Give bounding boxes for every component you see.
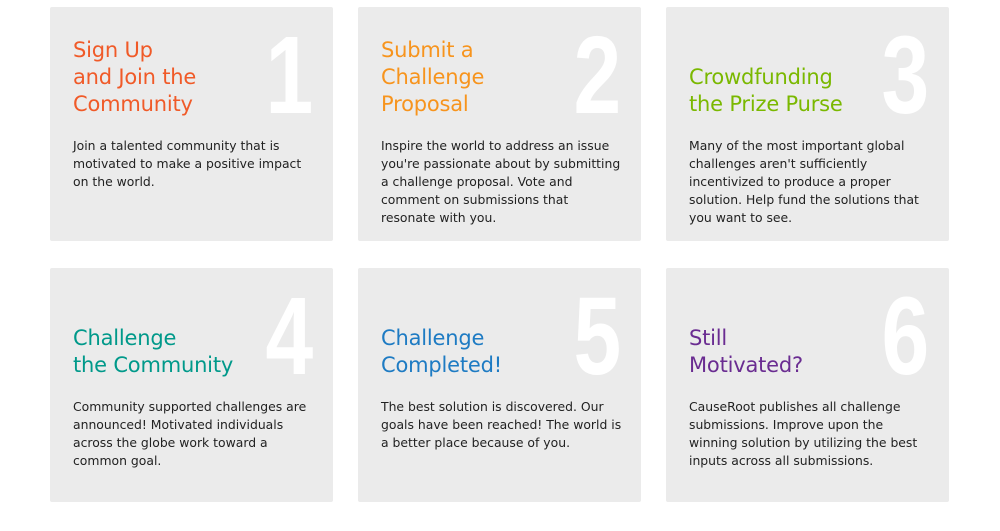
step-number: 5 <box>573 275 621 398</box>
step-description: The best solution is discovered. Our goa… <box>381 399 622 450</box>
step-description: Community supported challenges are annou… <box>73 399 307 468</box>
step-card-2: 2 Submit a Challenge Proposal Inspire th… <box>358 7 641 241</box>
step-card-1: 1 Sign Up and Join the Community Join a … <box>50 7 333 241</box>
step-title: Still Motivated? <box>689 326 803 377</box>
step-card-3: 3 Crowdfunding the Prize Purse Many of t… <box>666 7 949 241</box>
step-number: 6 <box>881 275 929 398</box>
step-title: Challenge Completed! <box>381 326 502 377</box>
step-number: 3 <box>881 14 929 137</box>
step-number: 2 <box>573 14 621 137</box>
step-description: Many of the most important global challe… <box>689 138 919 225</box>
step-number: 1 <box>265 14 313 137</box>
step-card-4: 4 Challenge the Community Community supp… <box>50 268 333 502</box>
step-card-6: 6 Still Motivated? CauseRoot publishes a… <box>666 268 949 502</box>
step-number: 4 <box>265 275 313 398</box>
step-title: Crowdfunding the Prize Purse <box>689 65 843 116</box>
step-card-5: 5 Challenge Completed! The best solution… <box>358 268 641 502</box>
step-description: Join a talented community that is motiva… <box>73 138 302 189</box>
step-description: CauseRoot publishes all challenge submis… <box>689 399 918 468</box>
step-description: Inspire the world to address an issue yo… <box>381 138 621 225</box>
step-title: Challenge the Community <box>73 326 234 377</box>
step-title: Submit a Challenge Proposal <box>381 38 485 116</box>
step-title: Sign Up and Join the Community <box>73 38 197 116</box>
